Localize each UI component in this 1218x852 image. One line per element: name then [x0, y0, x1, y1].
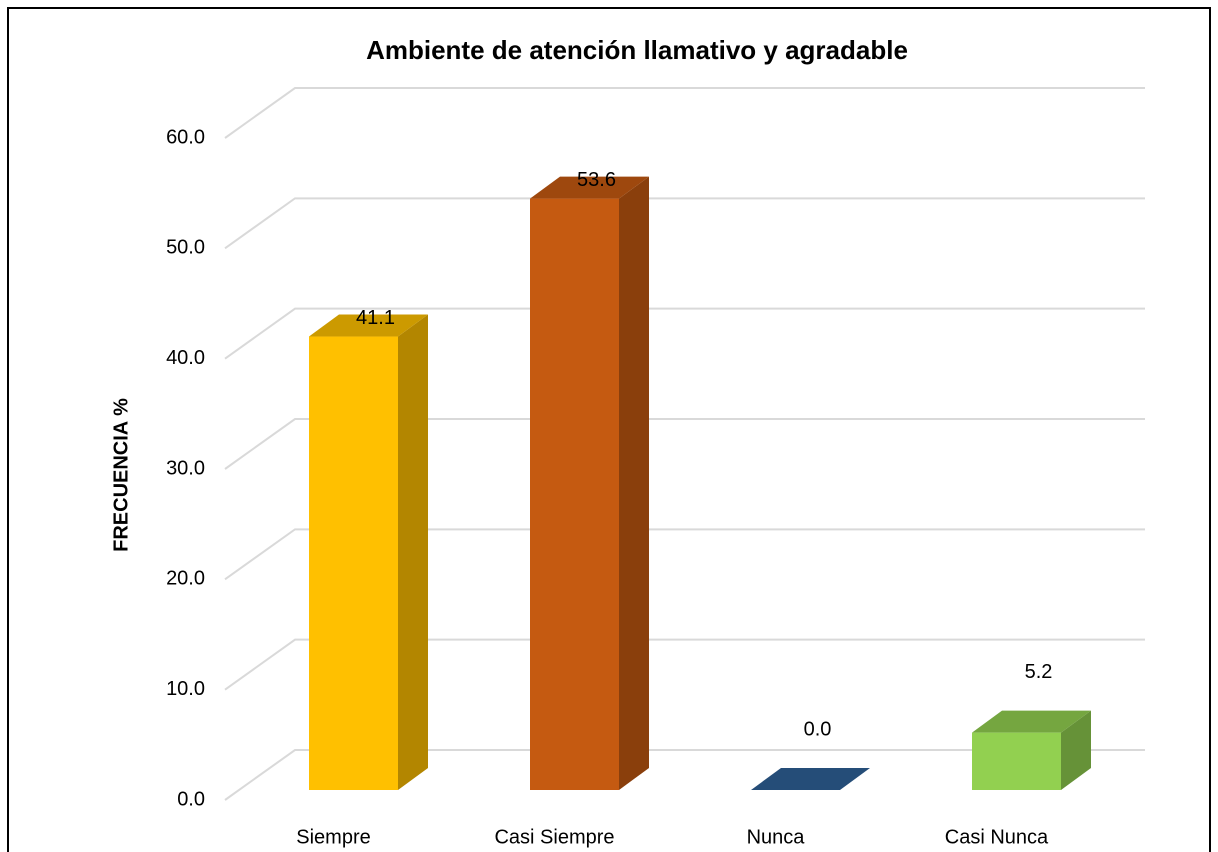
x-tick-label: Siempre: [296, 826, 370, 848]
x-tick-label: Casi Siempre: [494, 826, 614, 848]
bar-top: [972, 710, 1091, 733]
grid-line: [224, 528, 1145, 581]
bar-top: [530, 176, 649, 199]
data-label: 41.1: [356, 307, 395, 329]
x-tick-label: Nunca: [747, 826, 806, 848]
y-tick-label: 30.0: [166, 457, 205, 479]
bar-top: [751, 768, 870, 790]
bar-side: [1061, 710, 1091, 790]
bar-top: [309, 314, 428, 337]
bar-side: [398, 314, 428, 790]
grid-line: [224, 87, 1145, 139]
bar: [530, 198, 619, 790]
y-tick-label: 10.0: [166, 678, 205, 700]
y-tick-label: 50.0: [166, 237, 205, 259]
y-tick-label: 20.0: [166, 568, 205, 590]
chart-title: Ambiente de atención llamativo y agradab…: [366, 35, 908, 65]
bar-side: [619, 176, 649, 790]
grid-line: [224, 307, 1145, 360]
grid-line: [224, 638, 1145, 691]
y-axis-label: FRECUENCIA %: [110, 398, 132, 552]
data-label: 53.6: [577, 169, 616, 191]
y-tick-label: 40.0: [166, 347, 205, 369]
y-tick-label: 60.0: [166, 126, 205, 148]
bar: [972, 732, 1061, 790]
grid-line: [224, 197, 1145, 250]
bar: [309, 336, 398, 790]
data-label: 0.0: [804, 718, 832, 740]
y-tick-label: 0.0: [177, 788, 205, 810]
grid-line: [224, 749, 1145, 801]
x-tick-label: Casi Nunca: [945, 826, 1049, 848]
grid-line: [224, 418, 1145, 470]
data-label: 5.2: [1025, 661, 1053, 683]
